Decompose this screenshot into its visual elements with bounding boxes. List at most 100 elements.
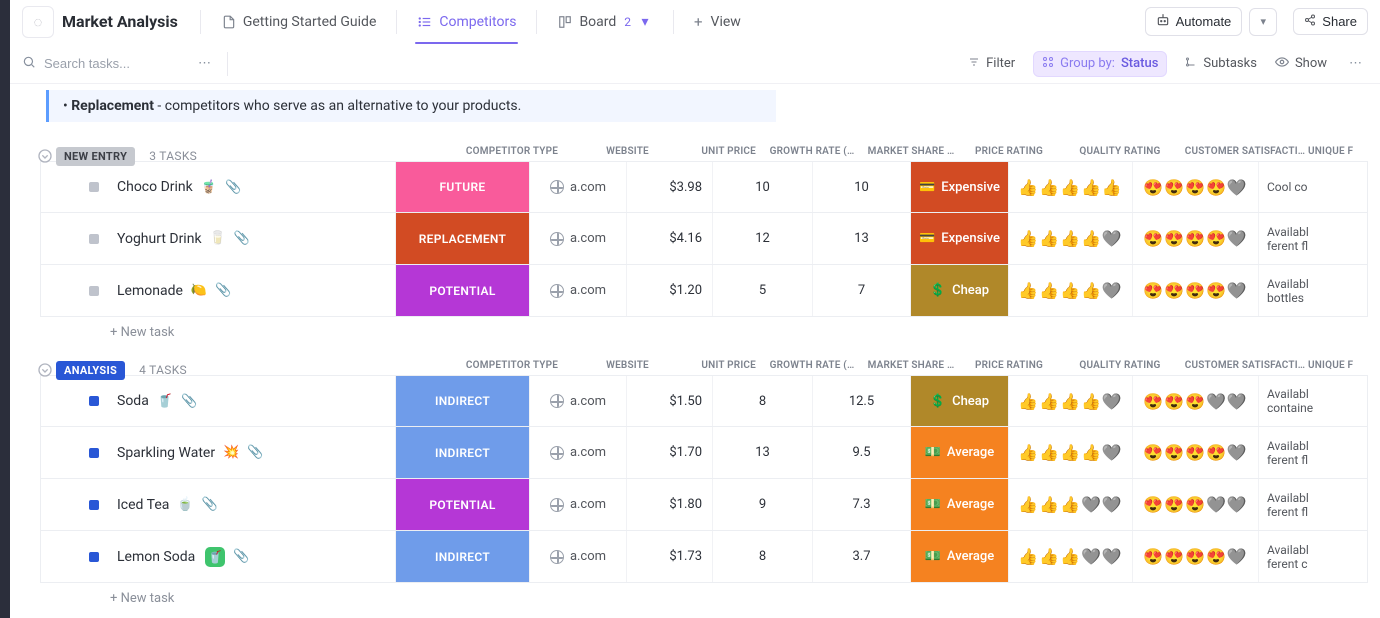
task-title-text: Sparkling Water <box>117 445 215 461</box>
row-gutter <box>41 182 109 192</box>
tool-label: Show <box>1295 56 1327 71</box>
price-rating-pill[interactable]: 💳Expensive <box>911 162 1008 212</box>
table-row[interactable]: Sparkling Water 💥 📎 INDIRECT a.com $1.70… <box>40 427 1368 479</box>
main-scroll[interactable]: • Replacement - competitors who serve as… <box>10 84 1380 618</box>
unit-price: $1.73 <box>626 531 712 582</box>
automate-button[interactable]: Automate <box>1145 7 1243 36</box>
filter-button[interactable]: Filter <box>968 56 1015 72</box>
attachment-icon[interactable]: 📎 <box>181 394 197 409</box>
market-share: 7.3 <box>812 479 910 530</box>
status-square[interactable] <box>89 552 99 562</box>
table-row[interactable]: Lemon Soda 🥤 📎 INDIRECT a.com $1.73 8 3.… <box>40 531 1368 583</box>
website-link[interactable]: a.com <box>550 445 606 460</box>
task-name[interactable]: Sparkling Water 💥 📎 <box>117 445 263 461</box>
task-emoji-chip: 🥤 <box>205 547 225 567</box>
attachment-icon[interactable]: 📎 <box>234 231 250 246</box>
task-count: 3 TASKS <box>149 149 197 163</box>
table-row[interactable]: Lemonade 🍋 📎 POTENTIAL a.com $1.20 5 7 💲… <box>40 265 1368 317</box>
quality-rating: 👍👍👍👍🩶 <box>1018 392 1123 411</box>
robot-icon <box>1156 13 1170 30</box>
new-task-button[interactable]: + New task <box>40 317 1368 344</box>
price-rating-pill[interactable]: 💲Cheap <box>911 265 1008 316</box>
price-rating-pill[interactable]: 💵Average <box>911 479 1008 530</box>
competitor-type-pill[interactable]: FUTURE <box>396 162 529 212</box>
status-square[interactable] <box>89 500 99 510</box>
task-emoji: 🍋 <box>191 283 207 298</box>
task-title-text: Lemon Soda <box>117 549 195 565</box>
workspace-title[interactable]: Market Analysis <box>62 12 178 31</box>
unit-price: $3.98 <box>626 162 712 212</box>
search-input[interactable] <box>44 56 184 71</box>
competitor-type-pill[interactable]: POTENTIAL <box>396 265 529 316</box>
group-by-chip[interactable]: Group by: Status <box>1033 51 1167 77</box>
website-link[interactable]: a.com <box>550 549 606 564</box>
table-row[interactable]: Iced Tea 🍵 📎 POTENTIAL a.com $1.80 9 7.3… <box>40 479 1368 531</box>
competitor-type-pill[interactable]: INDIRECT <box>396 427 529 478</box>
task-name[interactable]: Iced Tea 🍵 📎 <box>117 497 218 513</box>
collapse-toggle[interactable] <box>34 362 56 378</box>
task-emoji: 🍵 <box>177 497 193 512</box>
status-square[interactable] <box>89 286 99 296</box>
share-icon <box>1304 14 1316 29</box>
toolbar-more-menu[interactable]: ⋯ <box>1345 56 1368 71</box>
competitor-type-pill[interactable]: POTENTIAL <box>396 479 529 530</box>
tool-label: Filter <box>986 56 1015 71</box>
task-name[interactable]: Lemonade 🍋 📎 <box>117 283 231 299</box>
tab-label: Competitors <box>439 14 516 30</box>
tab-add-view[interactable]: + View <box>682 0 753 44</box>
attachment-icon[interactable]: 📎 <box>233 549 249 564</box>
share-button[interactable]: Share <box>1293 8 1368 35</box>
growth-rate: 13 <box>712 427 812 478</box>
website-link[interactable]: a.com <box>550 497 606 512</box>
unique-features: Availabl ferent c <box>1267 543 1309 571</box>
separator <box>536 10 537 34</box>
website-link[interactable]: a.com <box>550 180 606 195</box>
website-link[interactable]: a.com <box>550 283 606 298</box>
tab-getting-started[interactable]: Getting Started Guide <box>209 0 389 44</box>
chevron-down-icon: ▾ <box>1261 15 1267 28</box>
unique-features: Cool co <box>1267 180 1308 194</box>
show-button[interactable]: Show <box>1275 55 1327 73</box>
table-row[interactable]: Soda 🥤 📎 INDIRECT a.com $1.50 8 12.5 💲Ch… <box>40 375 1368 427</box>
status-square[interactable] <box>89 182 99 192</box>
price-rating-icon: 💵 <box>925 445 941 460</box>
tab-competitors[interactable]: Competitors <box>405 0 528 44</box>
quality-rating: 👍👍👍👍👍 <box>1018 178 1123 197</box>
price-rating-pill[interactable]: 💵Average <box>911 427 1008 478</box>
website-link[interactable]: a.com <box>550 394 606 409</box>
status-square[interactable] <box>89 448 99 458</box>
task-name[interactable]: Soda 🥤 📎 <box>117 393 197 409</box>
task-name[interactable]: Lemon Soda 🥤 📎 <box>117 547 249 567</box>
price-rating-pill[interactable]: 💳Expensive <box>911 213 1008 264</box>
new-task-button[interactable]: + New task <box>40 583 1368 610</box>
table-row[interactable]: Choco Drink 🧋 📎 FUTURE a.com $3.98 10 10… <box>40 161 1368 213</box>
website-link[interactable]: a.com <box>550 231 606 246</box>
button-label: Share <box>1322 14 1357 29</box>
status-square[interactable] <box>89 396 99 406</box>
subtasks-button[interactable]: Subtasks <box>1185 56 1257 72</box>
competitor-type-pill[interactable]: INDIRECT <box>396 531 529 582</box>
table-row[interactable]: Yoghurt Drink 🥛 📎 REPLACEMENT a.com $4.1… <box>40 213 1368 265</box>
price-rating-pill[interactable]: 💵Average <box>911 531 1008 582</box>
automate-dropdown[interactable]: ▾ <box>1249 8 1277 36</box>
attachment-icon[interactable]: 📎 <box>225 180 241 195</box>
doc-icon <box>221 14 237 30</box>
collapse-toggle[interactable] <box>34 148 56 164</box>
task-name[interactable]: Choco Drink 🧋 📎 <box>117 179 241 195</box>
workspace-icon[interactable]: ◌ <box>22 6 54 38</box>
attachment-icon[interactable]: 📎 <box>202 497 218 512</box>
view-count: 2 <box>624 15 631 29</box>
separator <box>673 10 674 34</box>
plus-icon: + <box>694 13 703 31</box>
growth-rate: 8 <box>712 531 812 582</box>
task-name[interactable]: Yoghurt Drink 🥛 📎 <box>117 231 250 247</box>
competitor-type-pill[interactable]: REPLACEMENT <box>396 213 529 264</box>
attachment-icon[interactable]: 📎 <box>215 283 231 298</box>
attachment-icon[interactable]: 📎 <box>247 445 263 460</box>
search-more-menu[interactable]: ⋯ <box>194 56 217 71</box>
price-rating-pill[interactable]: 💲Cheap <box>911 376 1008 426</box>
competitor-type-pill[interactable]: INDIRECT <box>396 376 529 426</box>
status-square[interactable] <box>89 234 99 244</box>
chevron-down-icon: ▾ <box>637 14 653 30</box>
tab-board[interactable]: Board 2 ▾ <box>545 0 665 44</box>
